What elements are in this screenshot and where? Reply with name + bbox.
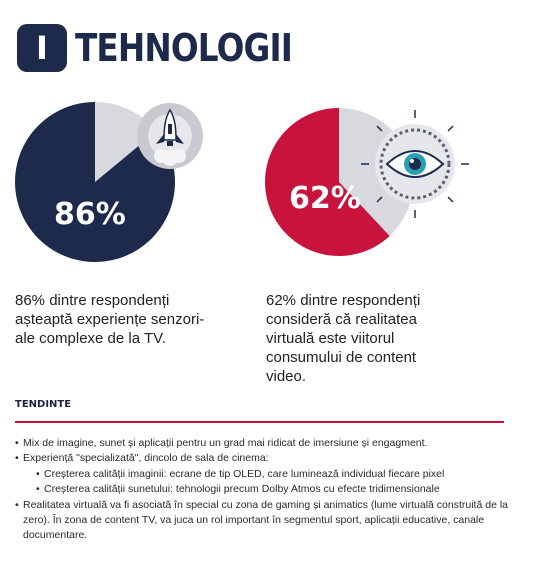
description-line: ale complexe de la TV. <box>15 330 166 347</box>
pie-value-2 <box>265 108 390 256</box>
trends-divider <box>15 421 504 423</box>
stat-description-1: 86% dintre respondenți așteaptă experien… <box>15 291 204 348</box>
description-line: consideră că realitatea <box>266 311 417 328</box>
stat-description-2: 62% dintre respondenți consideră că real… <box>266 291 420 386</box>
trend-item: Mix de imagine, sunet și aplicații pentr… <box>15 436 525 452</box>
pie-value-1 <box>14 101 175 262</box>
section-header: I TEHNOLOGII <box>17 24 327 72</box>
eye-icon <box>361 110 469 218</box>
trends-heading: TENDINTE <box>15 399 72 410</box>
stat-chart-1: 86% <box>14 91 225 271</box>
description-line: 86% dintre respondenți <box>15 292 170 309</box>
trend-subitem: Creșterea calității imaginii: ecrane de … <box>15 467 525 483</box>
description-line: consumului de content <box>266 349 417 366</box>
trend-item: Experiență "specializată", dincolo de sa… <box>15 451 525 467</box>
stat-percent-1: 86% <box>54 197 126 232</box>
description-line: virtuală este viitorul <box>266 330 395 347</box>
stat-chart-2: 62% <box>264 100 484 270</box>
description-line: așteaptă experiențe senzori- <box>15 311 205 328</box>
trend-item: Realitatea virtuală va fi asociată în sp… <box>15 498 525 544</box>
rocket-icon <box>137 103 203 169</box>
description-line: 62% dintre respondenți <box>266 292 421 309</box>
stat-percent-2: 62% <box>289 181 361 216</box>
page-title: TEHNOLOGII <box>75 26 293 70</box>
section-number-badge: I <box>17 24 67 72</box>
description-line: video. <box>266 368 307 385</box>
trends-list: Mix de imagine, sunet și aplicații pentr… <box>15 436 525 544</box>
trend-subitem: Creșterea calității sunetului: tehnologi… <box>15 482 525 498</box>
